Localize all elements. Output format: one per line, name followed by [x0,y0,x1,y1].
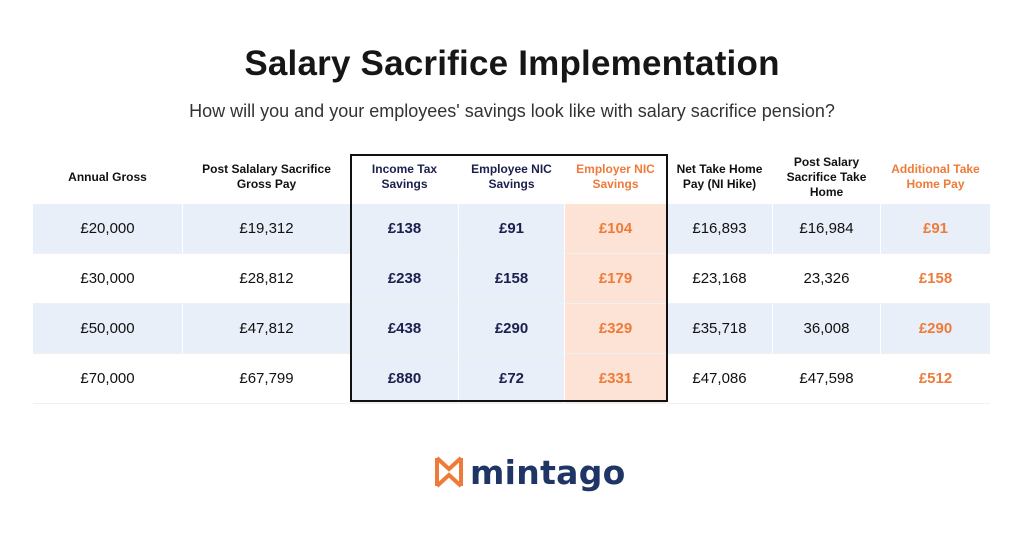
header-net-take-home: Net Take Home Pay (NI Hike) [667,150,773,204]
cell-net-take-home: £35,718 [667,304,773,354]
logo-text: mintago [470,452,626,492]
cell-post-sacrifice-gross: £19,312 [183,204,351,254]
header-employer-nic-savings: Employer NIC Savings [565,150,667,204]
cell-employer-nic-savings: £331 [565,354,667,404]
cell-post-sacrifice-gross: £28,812 [183,254,351,304]
cell-employee-nic-savings: £290 [459,304,565,354]
cell-net-take-home: £16,893 [667,204,773,254]
cell-annual-gross: £20,000 [33,204,183,254]
cell-additional-take-home: £512 [881,354,990,404]
table-header-row: Annual Gross Post Salalary Sacrifice Gro… [33,150,990,204]
mintago-logo-icon [434,455,464,489]
cell-post-sacrifice-gross: £47,812 [183,304,351,354]
cell-post-sacrifice-take-home: £16,984 [773,204,881,254]
cell-post-sacrifice-take-home: £47,598 [773,354,881,404]
header-post-sacrifice-gross: Post Salalary Sacrifice Gross Pay [183,150,351,204]
header-additional-take-home: Additional Take Home Pay [881,150,990,204]
header-post-sacrifice-take-home: Post Salary Sacrifice Take Home [773,150,881,204]
cell-employee-nic-savings: £158 [459,254,565,304]
table-row: £20,000 £19,312 £138 £91 £104 £16,893 £1… [33,204,990,254]
cell-net-take-home: £23,168 [667,254,773,304]
mintago-logo: mintago [434,452,626,492]
page-title: Salary Sacrifice Implementation [244,44,780,83]
cell-employee-nic-savings: £91 [459,204,565,254]
header-income-tax-savings: Income Tax Savings [351,150,459,204]
cell-income-tax-savings: £138 [351,204,459,254]
table-row: £30,000 £28,812 £238 £158 £179 £23,168 2… [33,254,990,304]
cell-employer-nic-savings: £104 [565,204,667,254]
cell-income-tax-savings: £438 [351,304,459,354]
cell-net-take-home: £47,086 [667,354,773,404]
header-annual-gross: Annual Gross [33,150,183,204]
page-subtitle: How will you and your employees' savings… [189,101,835,121]
cell-annual-gross: £70,000 [33,354,183,404]
table-row: £50,000 £47,812 £438 £290 £329 £35,718 3… [33,304,990,354]
cell-income-tax-savings: £238 [351,254,459,304]
table-row: £70,000 £67,799 £880 £72 £331 £47,086 £4… [33,354,990,404]
header-employee-nic-savings: Employee NIC Savings [459,150,565,204]
cell-employer-nic-savings: £329 [565,304,667,354]
cell-annual-gross: £30,000 [33,254,183,304]
cell-post-sacrifice-take-home: 23,326 [773,254,881,304]
savings-table: Annual Gross Post Salalary Sacrifice Gro… [33,150,990,404]
cell-annual-gross: £50,000 [33,304,183,354]
cell-post-sacrifice-take-home: 36,008 [773,304,881,354]
cell-additional-take-home: £91 [881,204,990,254]
cell-employee-nic-savings: £72 [459,354,565,404]
cell-additional-take-home: £290 [881,304,990,354]
cell-income-tax-savings: £880 [351,354,459,404]
cell-additional-take-home: £158 [881,254,990,304]
cell-post-sacrifice-gross: £67,799 [183,354,351,404]
cell-employer-nic-savings: £179 [565,254,667,304]
